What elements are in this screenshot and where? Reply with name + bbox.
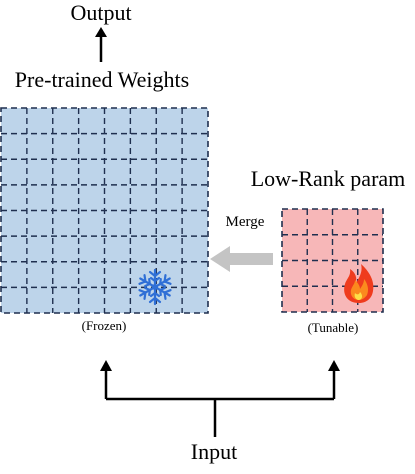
output-label: Output <box>70 0 131 25</box>
merge-label: Merge <box>226 214 265 230</box>
input-routing-arrows <box>104 369 336 437</box>
arrowhead-to-pretrained <box>100 360 112 371</box>
tunable-label: (Tunable) <box>308 320 359 335</box>
frozen-label: (Frozen) <box>82 318 127 333</box>
input-label: Input <box>191 439 237 464</box>
arrowhead-to-lowrank <box>328 360 340 371</box>
output-arrow <box>95 27 107 62</box>
lowrank-param-title: Low-Rank param <box>251 166 406 191</box>
pretrained-weights-matrix <box>0 107 209 314</box>
pretrained-weights-title: Pre-trained Weights <box>15 67 189 92</box>
merge-arrow <box>210 246 273 272</box>
flame-icon <box>344 264 374 303</box>
snowflake-icon <box>136 268 174 306</box>
